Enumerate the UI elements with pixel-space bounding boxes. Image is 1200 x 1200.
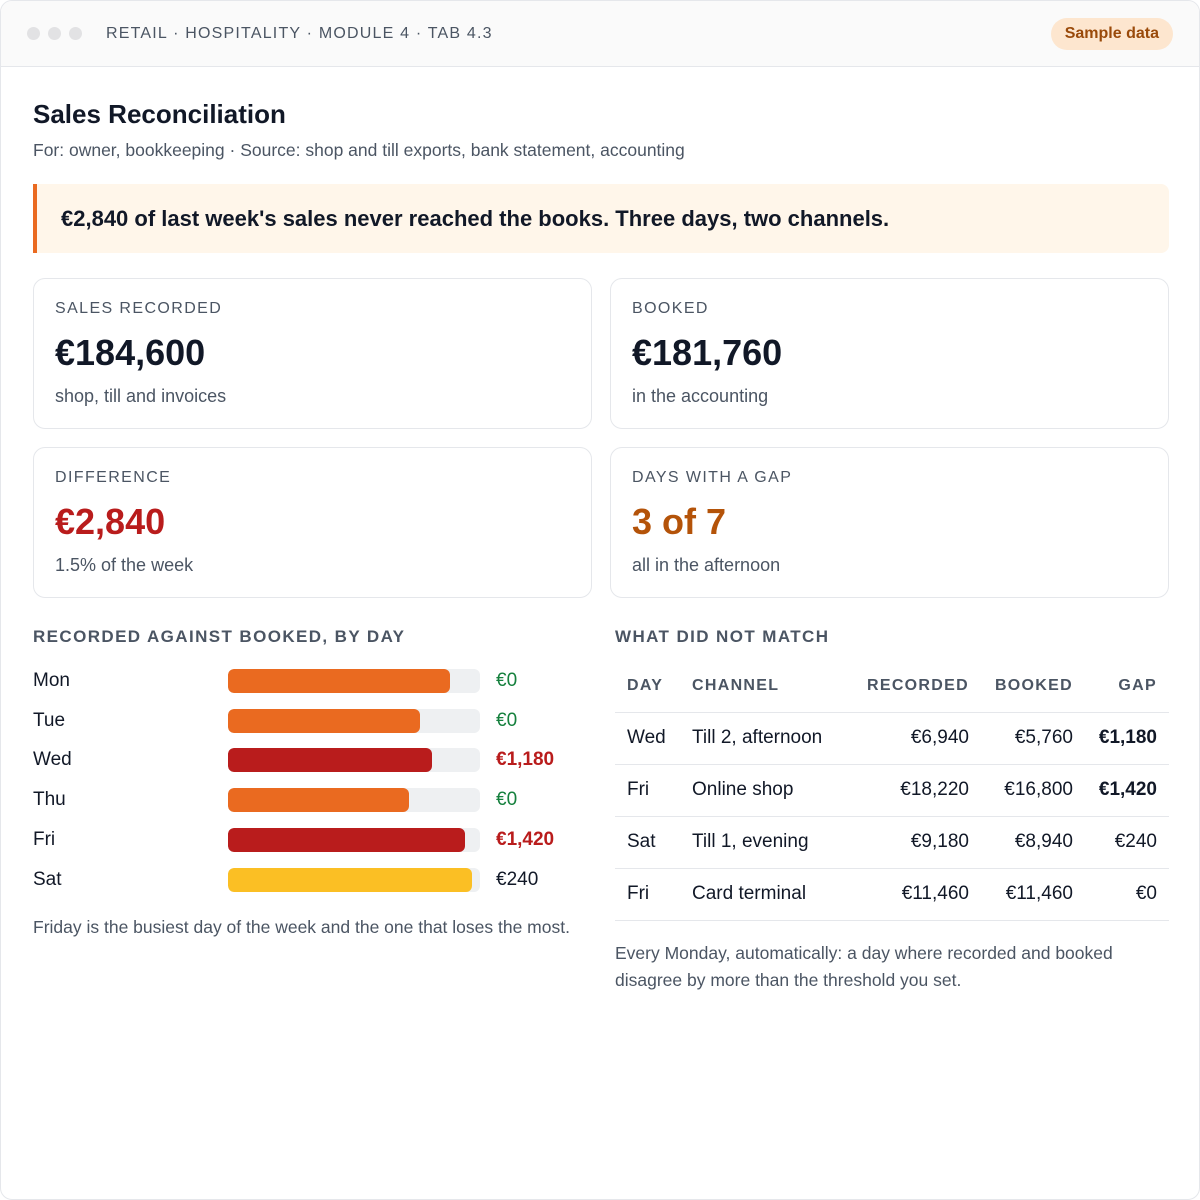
cell-booked: €16,800 — [980, 764, 1085, 817]
table-row: Wed Till 2, afternoon €6,940 €5,760 €1,1… — [615, 712, 1169, 765]
bar-track — [228, 828, 480, 853]
window-controls — [27, 27, 82, 40]
mismatch-note: Every Monday, automatically: a day where… — [615, 943, 1113, 990]
bar-track — [228, 788, 480, 813]
breadcrumb: RETAIL · HOSPITALITY · MODULE 4 · TAB 4.… — [106, 24, 493, 42]
cell-day: Wed — [615, 712, 680, 765]
kpi-label: SALES RECORDED — [55, 300, 223, 317]
kpi-value: €184,600 — [55, 332, 206, 373]
bar-row-mon: Mon €0 — [33, 661, 593, 701]
minimize-dot-icon[interactable] — [48, 27, 61, 40]
cell-channel: Online shop — [680, 764, 855, 817]
kpi-label: DIFFERENCE — [55, 469, 172, 486]
bar-day-label: Fri — [33, 829, 56, 851]
mismatch-heading: WHAT DID NOT MATCH — [615, 627, 830, 646]
column-header-booked: BOOKED — [980, 661, 1085, 713]
bar-day-label: Wed — [33, 749, 72, 771]
cell-recorded: €6,940 — [855, 712, 981, 765]
bar-day-label: Sat — [33, 868, 62, 890]
bar-gap-value: €0 — [496, 709, 518, 731]
column-header-day: DAY — [615, 661, 680, 713]
cell-gap: €0 — [1084, 868, 1169, 921]
cell-channel: Till 2, afternoon — [680, 712, 855, 765]
kpi-label: BOOKED — [632, 300, 709, 317]
table-header-row: DAY CHANNEL RECORDED BOOKED GAP — [615, 661, 1169, 713]
bar-gap-value: €0 — [496, 789, 518, 811]
column-header-channel: CHANNEL — [680, 661, 855, 713]
cell-day: Fri — [615, 868, 680, 921]
column-header-gap: GAP — [1084, 661, 1169, 713]
cell-channel: Till 1, evening — [680, 816, 855, 869]
callout-text: €2,840 of last week's sales never reache… — [61, 205, 890, 231]
kpi-value: €181,760 — [632, 332, 783, 373]
title-bar: RETAIL · HOSPITALITY · MODULE 4 · TAB 4.… — [1, 1, 1199, 67]
bar-fill — [228, 867, 473, 892]
bar-gap-value: €1,180 — [496, 749, 555, 771]
bar-day-label: Thu — [33, 789, 66, 811]
bar-row-thu: Thu €0 — [33, 780, 593, 820]
bar-row-sat: Sat €240 — [33, 860, 593, 900]
mismatch-table: DAY CHANNEL RECORDED BOOKED GAP Wed Till… — [615, 661, 1169, 921]
bar-fill — [228, 788, 410, 813]
page-title: Sales Reconciliation — [33, 99, 286, 129]
cell-recorded: €11,460 — [855, 868, 981, 921]
cell-booked: €8,940 — [980, 816, 1085, 869]
page-subtitle: For: owner, bookkeeping · Source: shop a… — [33, 140, 685, 160]
bar-day-label: Mon — [33, 669, 70, 691]
bar-fill — [228, 668, 450, 693]
kpi-card-sales-recorded: SALES RECORDED €184,600 shop, till and i… — [33, 278, 592, 429]
kpi-note: 1.5% of the week — [55, 555, 194, 575]
table-row: Sat Till 1, evening €9,180 €8,940 €240 — [615, 816, 1169, 869]
cell-gap: €1,180 — [1084, 712, 1169, 765]
column-header-recorded: RECORDED — [855, 661, 981, 713]
cell-day: Sat — [615, 816, 680, 869]
bar-gap-value: €1,420 — [496, 829, 555, 851]
kpi-value: 3 of 7 — [632, 501, 727, 542]
sample-data-badge: Sample data — [1050, 18, 1173, 50]
cell-day: Fri — [615, 764, 680, 817]
cell-booked: €11,460 — [980, 868, 1085, 921]
kpi-note: all in the afternoon — [632, 555, 781, 575]
bar-track — [228, 867, 480, 892]
kpi-card-booked: BOOKED €181,760 in the accounting — [610, 278, 1169, 429]
table-row: Fri Online shop €18,220 €16,800 €1,420 — [615, 764, 1169, 817]
kpi-label: DAYS WITH A GAP — [632, 469, 793, 486]
cell-booked: €5,760 — [980, 712, 1085, 765]
by-day-bars: Mon €0 Tue €0 Wed €1,180 Thu €0 Fri €1,4… — [33, 661, 593, 900]
close-dot-icon[interactable] — [27, 27, 40, 40]
bar-track — [228, 708, 480, 733]
bar-row-wed: Wed €1,180 — [33, 741, 593, 781]
bar-row-tue: Tue €0 — [33, 701, 593, 741]
kpi-value: €2,840 — [55, 501, 166, 542]
kpi-note: shop, till and invoices — [55, 386, 227, 406]
kpi-card-difference: DIFFERENCE €2,840 1.5% of the week — [33, 447, 592, 598]
table-row: Fri Card terminal €11,460 €11,460 €0 — [615, 868, 1169, 921]
bar-gap-value: €240 — [496, 868, 539, 890]
by-day-heading: RECORDED AGAINST BOOKED, BY DAY — [33, 627, 406, 646]
bar-gap-value: €0 — [496, 669, 518, 691]
zoom-dot-icon[interactable] — [69, 27, 82, 40]
bar-row-fri: Fri €1,420 — [33, 820, 593, 860]
bar-fill — [228, 748, 433, 773]
cell-recorded: €9,180 — [855, 816, 981, 869]
bar-track — [228, 748, 480, 773]
kpi-card-days-with-gap: DAYS WITH A GAP 3 of 7 all in the aftern… — [610, 447, 1169, 598]
by-day-note: Friday is the busiest day of the week an… — [33, 917, 570, 937]
bar-fill — [228, 828, 465, 853]
cell-gap: €240 — [1084, 816, 1169, 869]
summary-callout: €2,840 of last week's sales never reache… — [33, 184, 1169, 253]
bar-day-label: Tue — [33, 709, 66, 731]
cell-recorded: €18,220 — [855, 764, 981, 817]
bar-track — [228, 668, 480, 693]
cell-gap: €1,420 — [1084, 764, 1169, 817]
kpi-note: in the accounting — [632, 386, 769, 406]
cell-channel: Card terminal — [680, 868, 855, 921]
bar-fill — [228, 708, 420, 733]
